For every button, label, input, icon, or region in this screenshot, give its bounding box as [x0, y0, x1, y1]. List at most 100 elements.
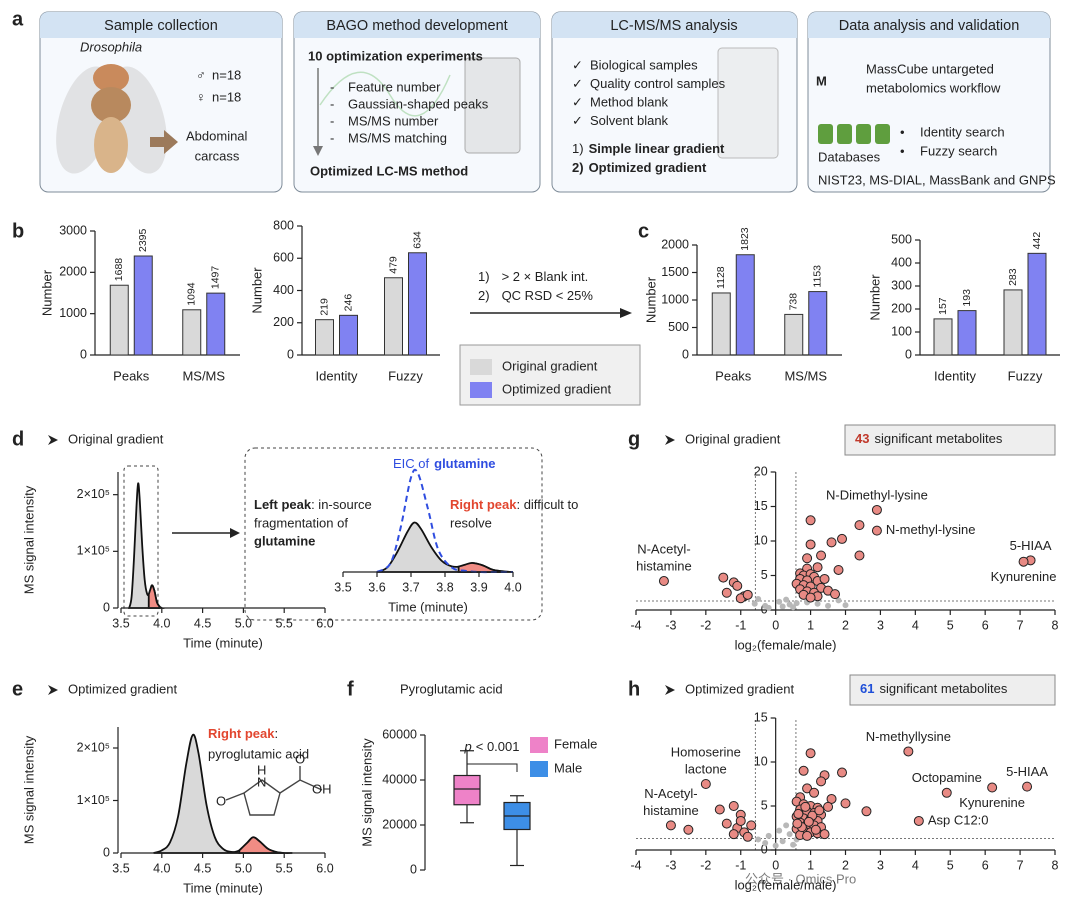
y-tick-label: 1×10⁵ [77, 544, 110, 558]
value-label: 193 [961, 289, 973, 307]
point [1018, 556, 1029, 567]
bar [315, 319, 334, 356]
x-tick-label: 2 [842, 618, 849, 632]
x-tick-label: 3.6 [368, 580, 385, 594]
point [1022, 781, 1033, 792]
x-tick-label: 3.5 [334, 580, 351, 594]
result: Optimized LC-MS method [310, 163, 468, 178]
legend-label: Optimized gradient [502, 381, 611, 396]
right-peak: resolve [450, 515, 492, 530]
point [755, 595, 762, 602]
bullet: • [900, 143, 905, 158]
x-tick-label: 4.5 [194, 861, 211, 875]
bar [339, 314, 358, 356]
bullet: - [330, 79, 334, 94]
x-tick-label: -2 [700, 618, 711, 632]
point [835, 597, 842, 604]
x-tick-label: Identity [316, 368, 358, 383]
bar [711, 292, 731, 356]
bar [1027, 252, 1047, 356]
x-tick-label: 7 [1017, 618, 1024, 632]
search: Identity search [920, 124, 1005, 139]
y-tick-label: 2×10⁵ [77, 740, 110, 754]
title-arrow [665, 435, 675, 445]
area [147, 584, 161, 609]
sex-symbol: ♂ [196, 67, 206, 82]
y-tick-label: 0 [761, 602, 768, 616]
logo: M [816, 73, 827, 88]
point [742, 589, 753, 600]
point [665, 820, 676, 831]
point [830, 589, 841, 600]
significance-bracket [466, 763, 518, 772]
arrow-head [620, 308, 632, 318]
point-label: Homoserine [671, 744, 741, 759]
zoom-box [123, 465, 159, 617]
box-title: BAGO method development [326, 18, 507, 34]
value-label: 442 [1031, 232, 1043, 250]
x-tick-label: -3 [665, 858, 676, 872]
point [825, 602, 832, 609]
y-tick-label: 20 [754, 464, 768, 478]
y-tick-label: 1000 [59, 306, 87, 320]
point [776, 598, 783, 605]
p-value: p < 0.001 [464, 739, 520, 754]
y-tick-label: 500 [668, 320, 689, 334]
point-label: N-Acetyl- [644, 786, 697, 801]
point [819, 573, 830, 584]
bar [1003, 289, 1023, 356]
point [810, 824, 821, 835]
panel-label: d [12, 428, 24, 450]
structure [225, 766, 323, 816]
check: ✓ [572, 113, 583, 128]
tissue: Abdominal [186, 128, 248, 143]
point [819, 829, 830, 840]
bar [784, 313, 804, 356]
instrument [717, 47, 779, 159]
point [762, 839, 769, 846]
x-tick-label: MS/MS [182, 368, 225, 383]
item: Quality control samples [590, 76, 726, 91]
y-tick-label: 1500 [661, 265, 689, 279]
x-tick-label: 8 [1052, 858, 1059, 872]
x-tick-label: 3 [877, 858, 884, 872]
filter-rule-part: > 2 × Blank int. [502, 269, 589, 284]
eic-label: EIC of glutamine [393, 456, 496, 471]
filter-rule-part: 2) [478, 288, 490, 303]
left-peak: fragmentation of [254, 515, 348, 530]
arrow-head [230, 528, 240, 538]
x-tick-label: -4 [630, 618, 641, 632]
value-label: 738 [788, 293, 800, 311]
bar [957, 310, 977, 356]
gradient-part: Optimized gradient [589, 160, 707, 175]
panel-title: Original gradient [68, 431, 164, 446]
badge-text-part: significant metabolites [874, 431, 1002, 446]
x-tick-label: 4.0 [504, 580, 521, 594]
x-tick-label: 0 [772, 618, 779, 632]
y-tick-label: 0 [761, 842, 768, 856]
panel-title: Optimized gradient [68, 681, 177, 696]
item: MS/MS matching [348, 130, 447, 145]
heading: 10 optimization experiments [308, 48, 483, 63]
point [792, 818, 803, 829]
filter-rule: 2) QC RSD < 25% [478, 288, 593, 303]
point [837, 533, 848, 544]
legend-label: Male [554, 760, 582, 775]
point-label: N-methyl-lysine [886, 522, 976, 537]
legend-swatch [470, 359, 492, 375]
item: Gaussian-shaped peaks [348, 96, 489, 111]
box-title: LC-MS/MS analysis [610, 18, 737, 34]
bullet: - [330, 113, 334, 128]
point [903, 746, 914, 757]
point [840, 798, 851, 809]
gradient: 2) Optimized gradient [572, 160, 707, 175]
y-tick-label: 5 [761, 798, 768, 812]
point [793, 600, 800, 607]
y-tick-label: 20000 [382, 817, 417, 831]
instrument-images [313, 47, 779, 159]
area [376, 521, 514, 573]
bar [133, 255, 153, 356]
x-axis-label: log₂(female/male) [735, 637, 837, 652]
y-tick-label: 500 [891, 232, 912, 246]
